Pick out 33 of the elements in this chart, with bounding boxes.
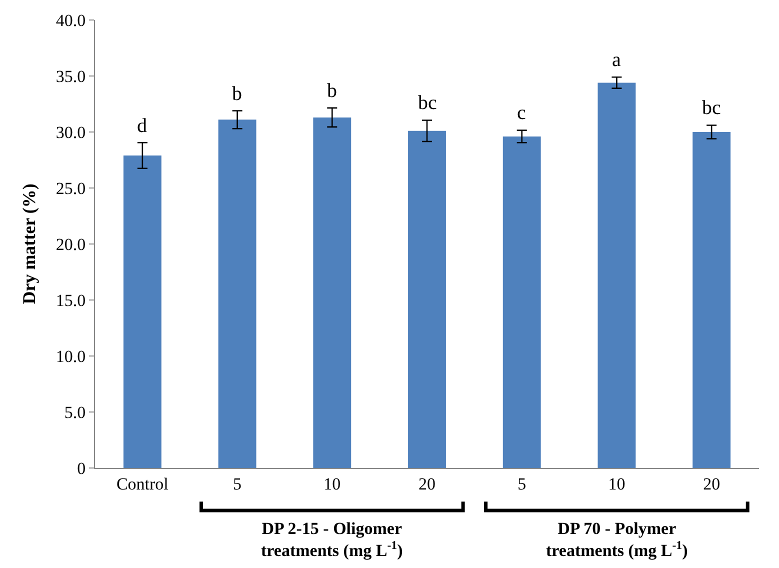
y-tick-label: 30.0	[56, 122, 86, 142]
text: DP 70 - Polymer treatments (mg L$^{-1}$)	[546, 519, 688, 560]
y-tick-label: 15.0	[56, 290, 86, 310]
y-tick-label: 10.0	[56, 346, 86, 366]
x-tick-label: Control	[116, 474, 169, 494]
bar	[218, 120, 256, 468]
text: DP 2-15 - Oligomer treatments (mg L$^{-1}$)	[261, 519, 403, 560]
data-label: a	[612, 49, 621, 71]
x-tick-label: 5	[233, 474, 242, 494]
y-tick-label: 35.0	[56, 66, 86, 86]
y-tick-label: 0	[77, 458, 86, 478]
data-label: c	[517, 102, 526, 124]
y-axis-title: Dry matter (%)	[19, 184, 40, 304]
bar	[313, 117, 352, 468]
bar	[598, 82, 636, 468]
bar	[502, 136, 541, 468]
x-tick-label: 20	[703, 474, 720, 494]
x-tick-label: 5	[518, 474, 526, 494]
y-tick-label: 25.0	[56, 178, 86, 198]
x-tick-label: 20	[418, 474, 436, 494]
data-label: bc	[702, 97, 721, 119]
x-tick-label: 10	[608, 474, 626, 494]
data-label: bc	[418, 92, 437, 114]
bar	[692, 132, 731, 468]
bar	[408, 130, 446, 468]
y-tick-label: 5.0	[64, 402, 86, 422]
y-tick-label: 20.0	[56, 234, 86, 254]
bar	[123, 156, 162, 468]
y-tick-label: 40.0	[56, 10, 86, 30]
data-label: d	[137, 115, 147, 137]
data-label: b	[327, 80, 337, 102]
data-label: b	[232, 83, 242, 105]
x-tick-label: 10	[324, 474, 341, 494]
